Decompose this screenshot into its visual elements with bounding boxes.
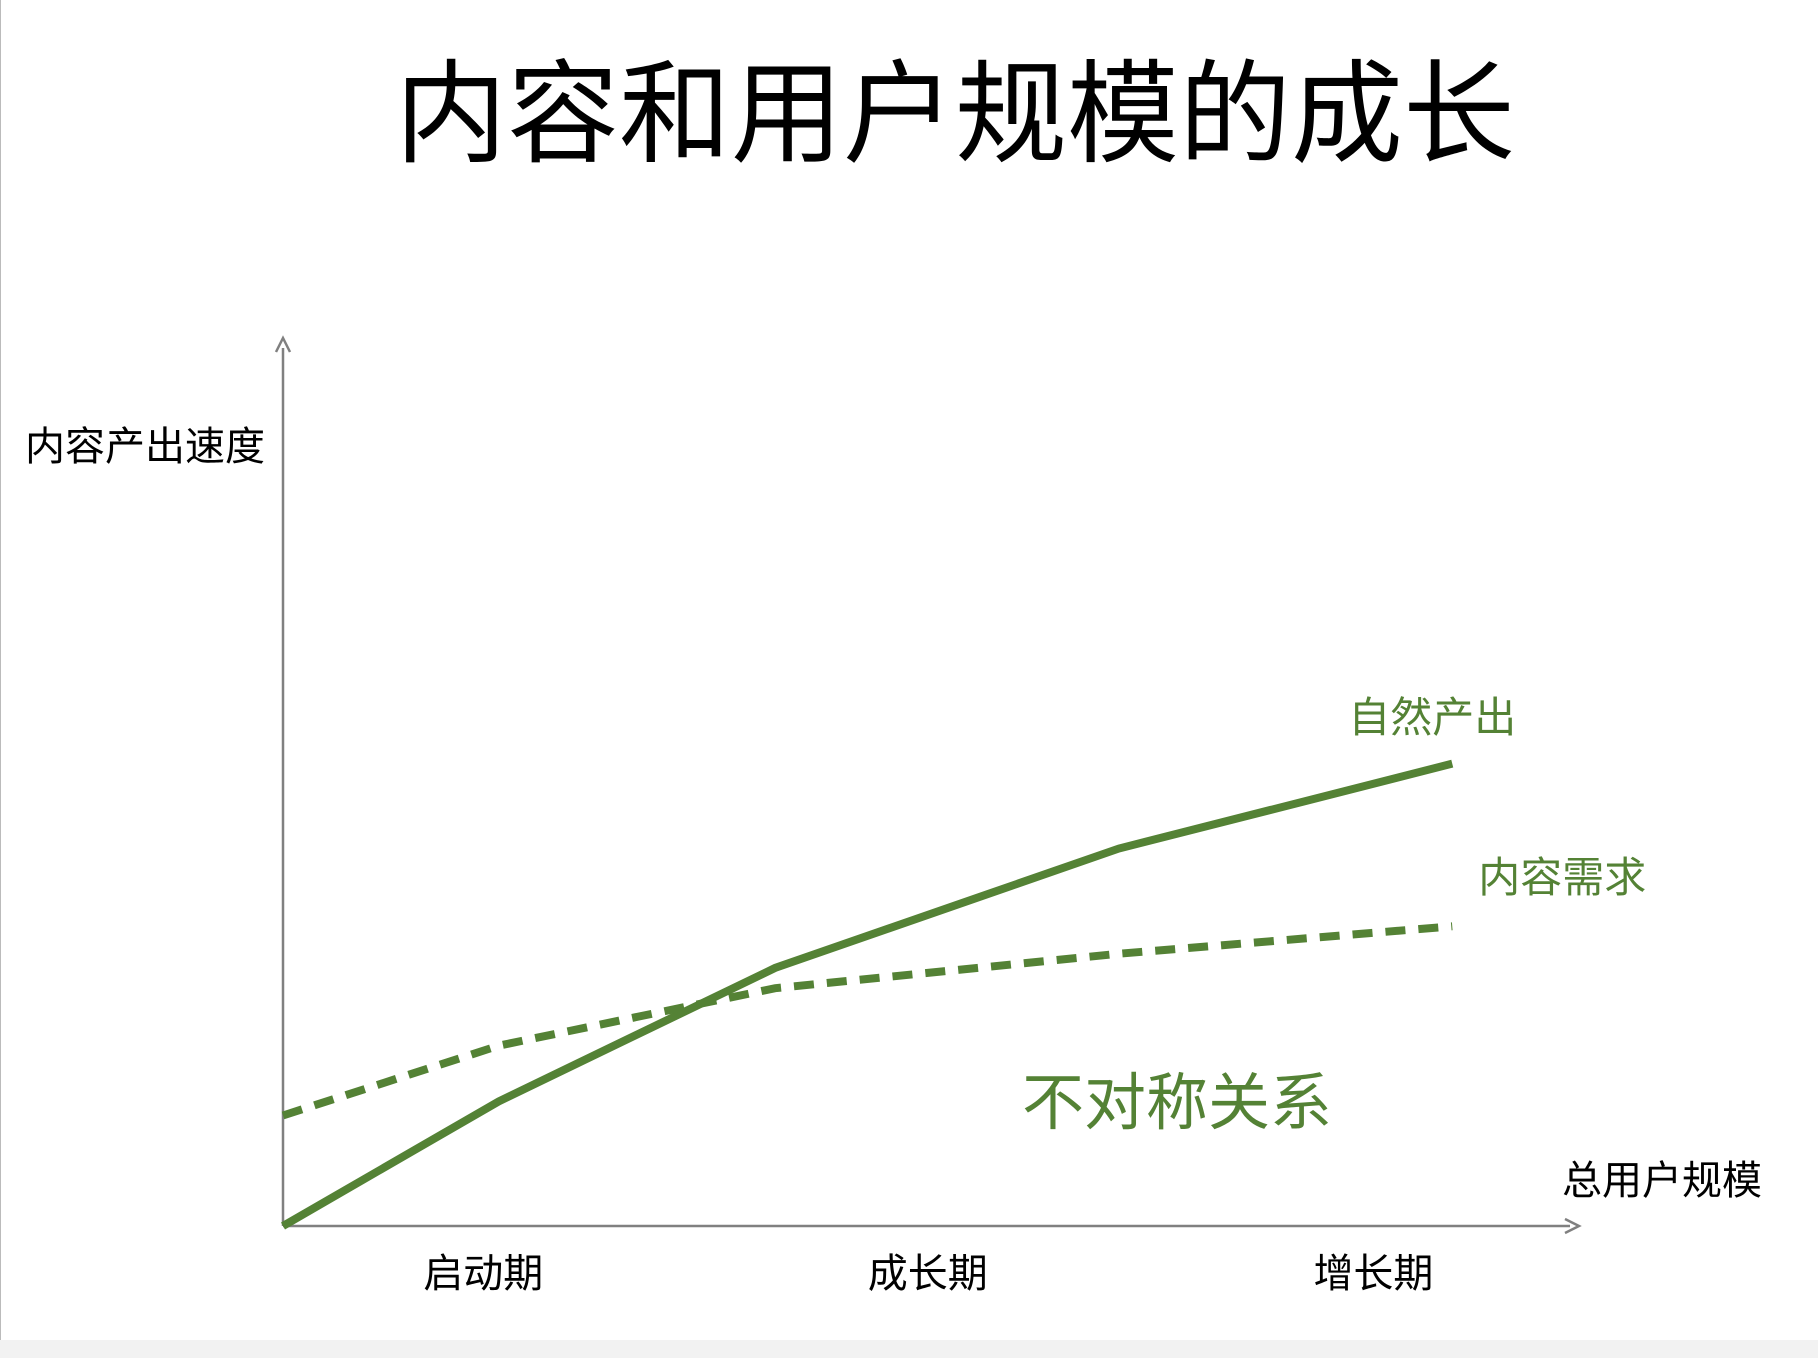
x-axis-arrow (1564, 1217, 1582, 1235)
y-axis-label: 内容产出速度 (25, 424, 265, 470)
series-label: 内容需求 (1478, 853, 1646, 902)
chart-title: 内容和用户规模的成长 (395, 50, 1515, 180)
x-tick-label: 成长期 (868, 1251, 988, 1297)
series-label: 自然产出 (1348, 693, 1516, 742)
y-axis-arrow (274, 335, 292, 353)
x-tick-label: 启动期 (423, 1251, 543, 1297)
x-axis-label: 总用户规模 (1562, 1158, 1762, 1204)
series-line (281, 922, 1453, 1120)
series-line (280, 759, 1454, 1230)
x-tick-label: 增长期 (1313, 1251, 1433, 1297)
page-bottom (0, 1340, 1818, 1358)
annotation: 不对称关系 (1022, 1066, 1332, 1139)
